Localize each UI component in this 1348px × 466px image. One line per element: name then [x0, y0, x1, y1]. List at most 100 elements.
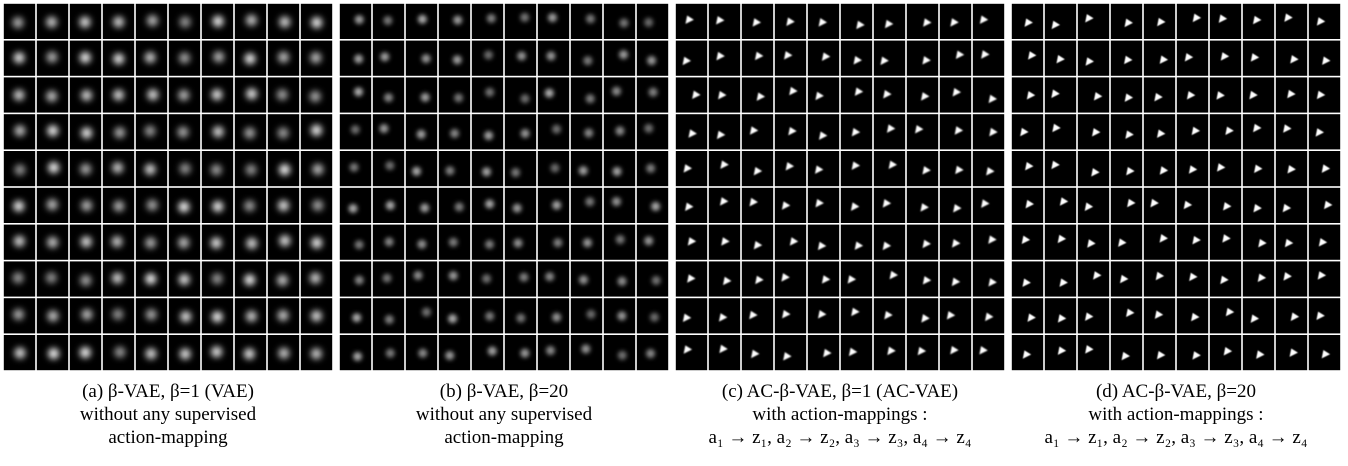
grid-cell	[973, 4, 1004, 39]
grid-cell	[709, 188, 740, 223]
image-grid	[3, 3, 333, 371]
grid-cell	[1012, 298, 1043, 333]
sample-blob	[385, 237, 394, 246]
sample-blob	[349, 204, 358, 213]
grid-cell	[571, 77, 602, 112]
grid-cell	[1078, 335, 1109, 370]
sample-blob	[644, 236, 653, 245]
grid-cell	[973, 77, 1004, 112]
sample-blob	[355, 15, 364, 24]
grid-cell	[874, 151, 905, 186]
sample-blob	[278, 200, 289, 211]
sample-blob	[646, 349, 655, 358]
grid-cell	[973, 188, 1004, 223]
sample-blob	[422, 54, 431, 63]
sample-blob	[651, 202, 660, 211]
sample-blob	[14, 164, 25, 175]
grid-cell	[874, 41, 905, 76]
sample-blob	[380, 52, 389, 61]
sample-blob	[513, 204, 522, 213]
grid-cell	[676, 41, 707, 76]
sample-blob	[546, 346, 555, 355]
grid-cell	[1111, 225, 1142, 260]
sample-blob	[145, 273, 156, 284]
grid-cell	[1144, 188, 1175, 223]
sample-blob	[453, 16, 462, 25]
grid-cell	[676, 188, 707, 223]
grid-cell	[1045, 261, 1076, 296]
sample-blob	[484, 51, 493, 60]
sample-blob	[517, 51, 526, 60]
sample-blob	[246, 311, 257, 322]
sample-blob	[278, 348, 289, 359]
grid-cell	[1276, 261, 1307, 296]
sample-blob	[244, 274, 255, 285]
grid-cell	[604, 4, 635, 39]
sample-blob	[178, 201, 189, 212]
sample-blob	[412, 167, 421, 176]
sample-blob	[244, 200, 255, 211]
sample-blob	[179, 274, 190, 285]
sample-blob	[520, 349, 529, 358]
grid-cell	[940, 335, 971, 370]
sample-blob	[618, 351, 627, 360]
grid-cell	[874, 188, 905, 223]
sample-blob	[81, 236, 92, 247]
grid-cell	[1243, 188, 1274, 223]
sample-blob	[384, 93, 393, 102]
grid-cell	[1078, 298, 1109, 333]
sample-blob	[379, 124, 388, 133]
grid-cell	[940, 151, 971, 186]
sample-blob	[311, 125, 322, 136]
grid-cell	[940, 41, 971, 76]
sample-blob	[454, 93, 463, 102]
caption-line: without any supervised	[80, 404, 257, 425]
sample-blob	[417, 240, 426, 249]
grid-cell	[907, 298, 938, 333]
sample-blob	[351, 125, 360, 134]
sample-blob	[418, 15, 427, 24]
sample-blob	[519, 273, 528, 282]
grid-cell	[571, 4, 602, 39]
sample-blob	[245, 53, 256, 64]
grid-cell	[709, 41, 740, 76]
grid-cell	[709, 335, 740, 370]
grid-cell	[571, 188, 602, 223]
grid-cell	[1210, 77, 1241, 112]
grid-cell	[1210, 114, 1241, 149]
sample-blob	[211, 238, 222, 249]
sample-blob	[180, 163, 191, 174]
sample-blob	[354, 87, 363, 96]
sample-blob	[244, 127, 255, 138]
grid-cell	[874, 261, 905, 296]
grid-cell	[841, 335, 872, 370]
sample-blob	[212, 311, 223, 322]
sample-blob	[114, 347, 125, 358]
sample-blob	[47, 237, 58, 248]
caption-line: (c) AC-β-VAE, β=1 (AC-VAE)	[722, 381, 958, 402]
sample-blob	[581, 344, 590, 353]
sample-blob	[212, 201, 223, 212]
grid-cell	[1111, 114, 1142, 149]
sample-blob	[13, 272, 24, 283]
grid-cell	[709, 151, 740, 186]
sample-blob	[311, 311, 322, 322]
grid-cell	[742, 114, 773, 149]
sample-blob	[246, 164, 257, 175]
grid-cell	[775, 225, 806, 260]
sample-blob	[13, 309, 24, 320]
caption-line: a₁ → z₁, a₂ → z₂, a₃ → z₃, a₄ → z₄	[709, 427, 972, 448]
sample-blob	[14, 236, 25, 247]
sample-blob	[584, 128, 593, 137]
grid-cell	[1210, 151, 1241, 186]
grid-cell	[841, 151, 872, 186]
grid-cell	[538, 77, 569, 112]
grid-cell	[1243, 77, 1274, 112]
sample-blob	[112, 273, 123, 284]
sample-blob	[80, 164, 91, 175]
sample-blob	[213, 51, 224, 62]
grid-cell	[1045, 151, 1076, 186]
caption-line: (b) β-VAE, β=20	[440, 381, 568, 402]
sample-blob	[616, 235, 625, 244]
sample-blob	[583, 56, 592, 65]
